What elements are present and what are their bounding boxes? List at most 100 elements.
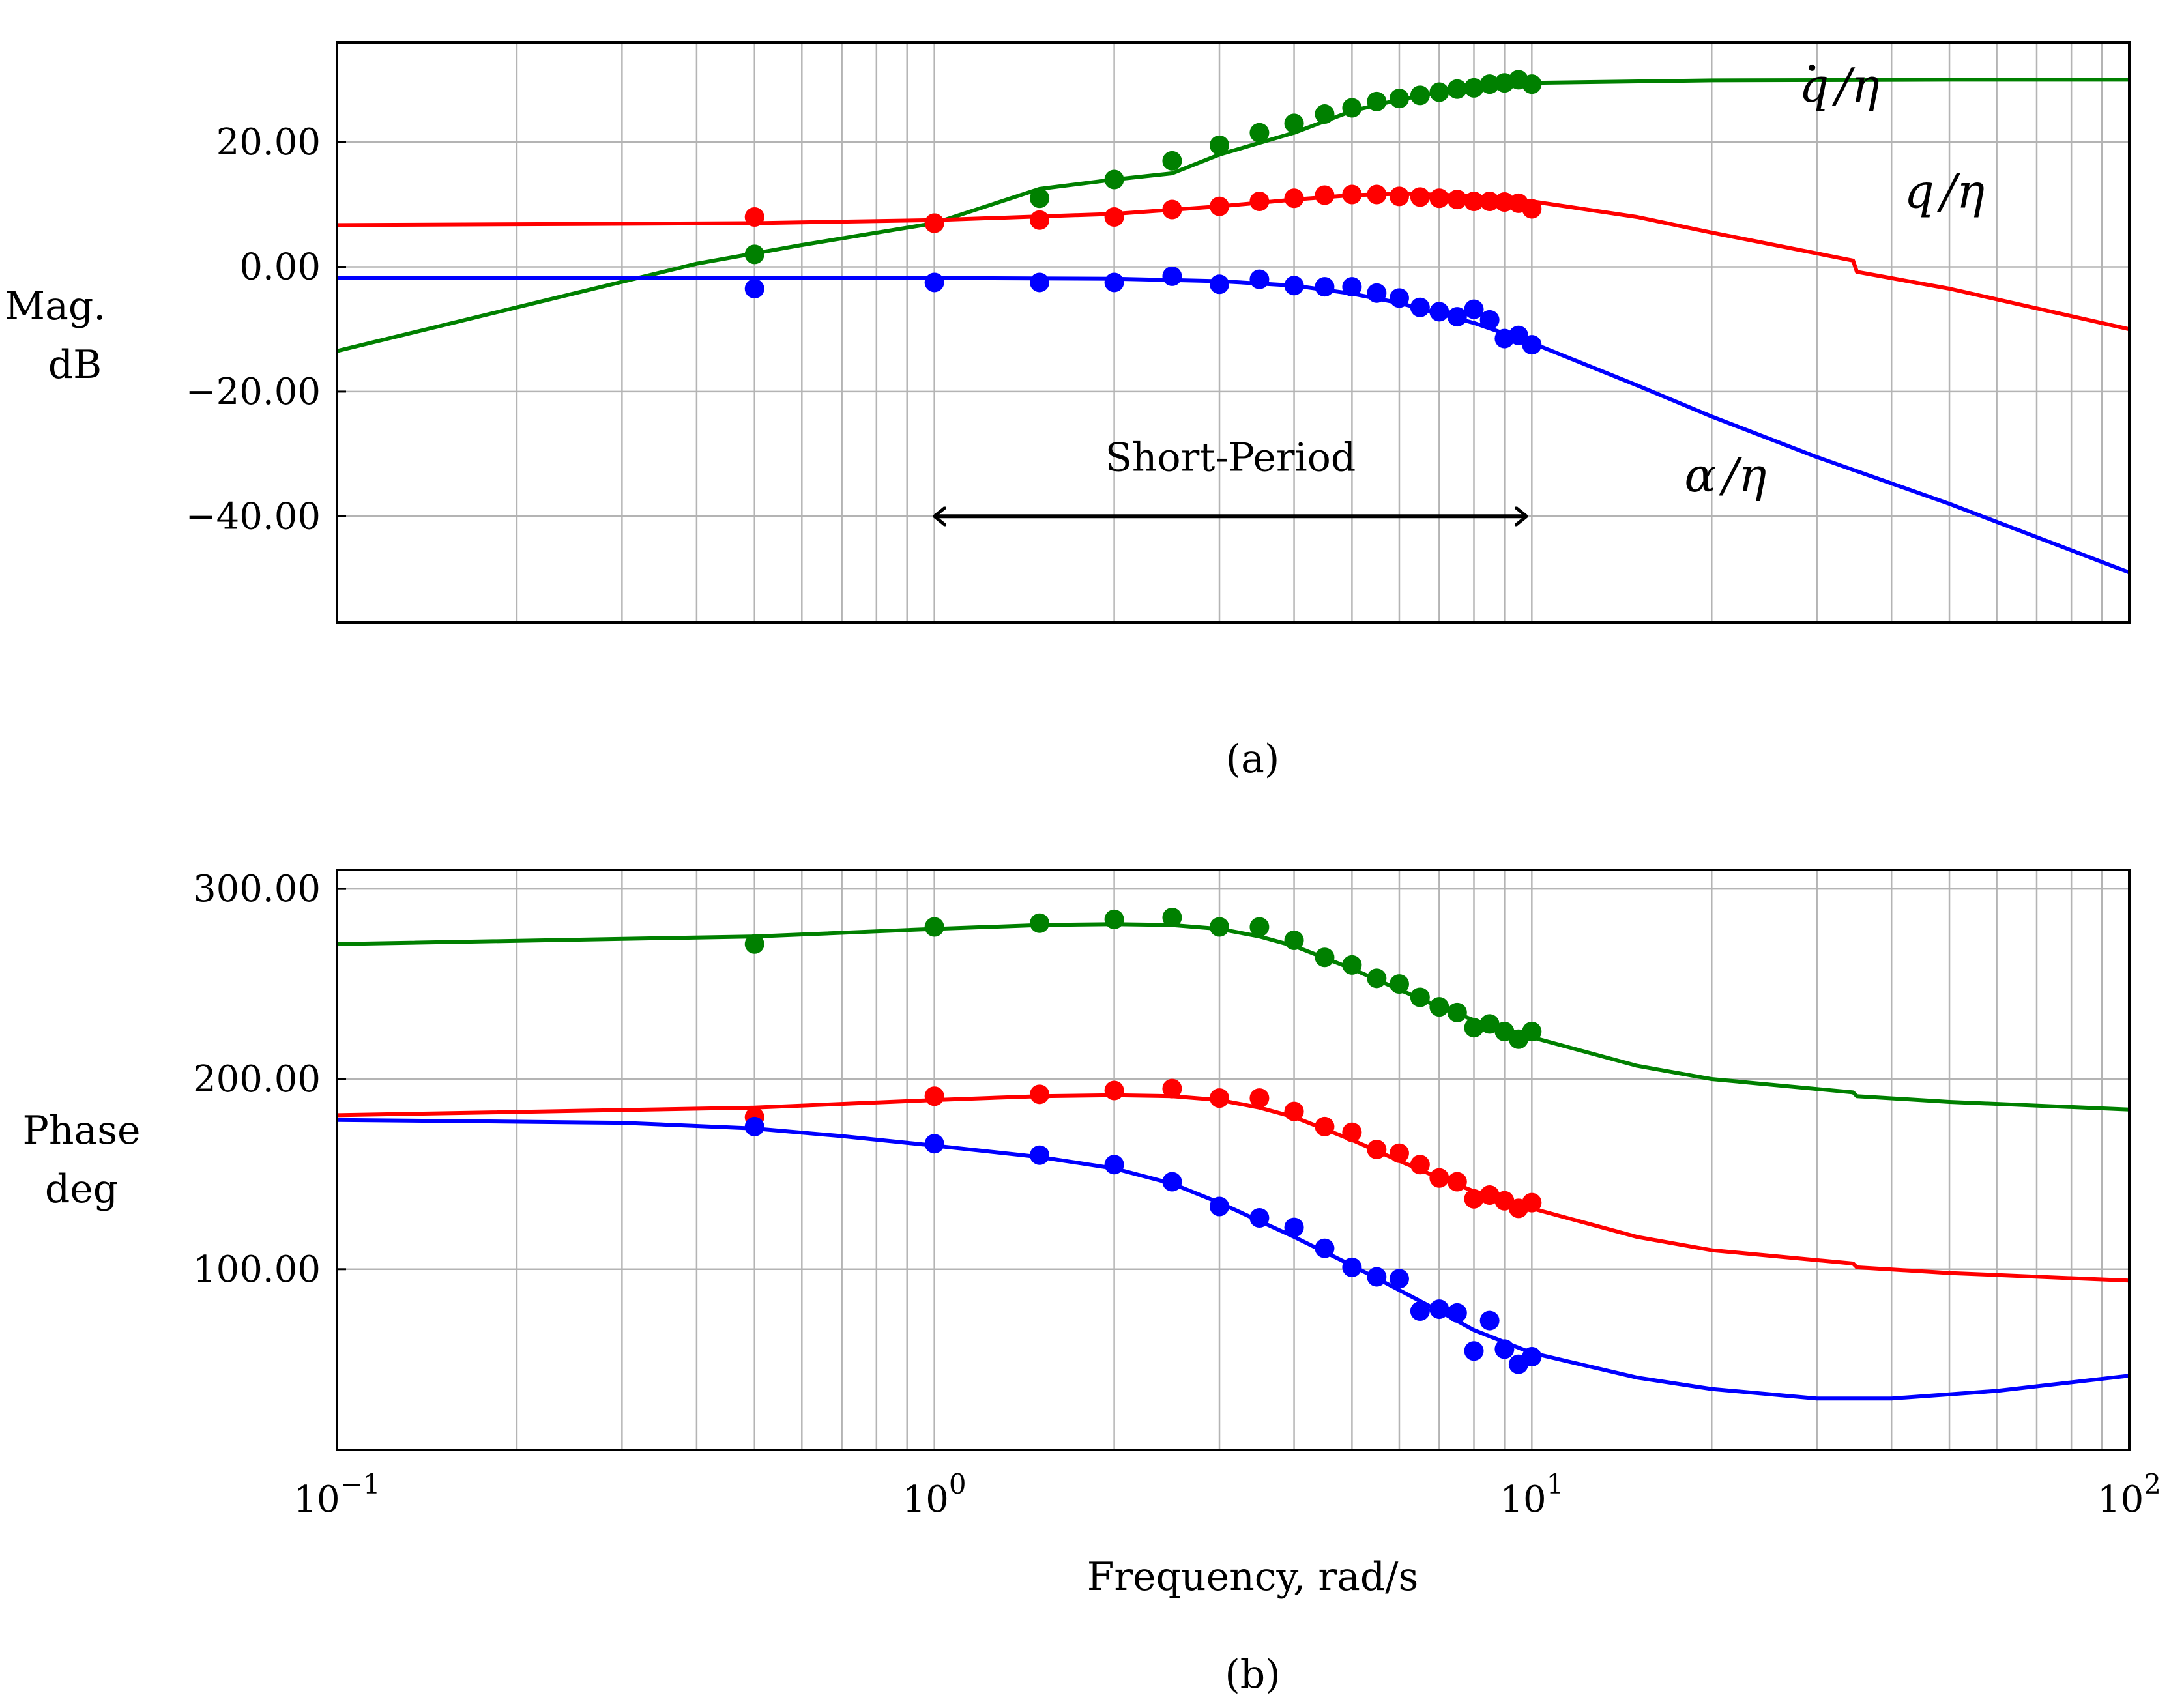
data-point [1210,1196,1230,1217]
data-point [1464,299,1484,319]
data-point [1479,74,1500,94]
data-point [924,213,944,233]
data-point [1367,1139,1387,1159]
magnitude-curve-labels: q/η q/η α/η [1684,58,1985,502]
data-point [1389,288,1409,308]
data-point [1494,192,1515,212]
data-point [1342,184,1362,205]
data-point [1389,89,1409,109]
data-point [744,207,764,227]
data-point [1367,91,1387,111]
series-line [336,78,2129,353]
data-point [1030,272,1050,293]
data-point [924,1134,944,1154]
data-point [1030,1084,1050,1105]
x-tick-label: 100 [903,1468,967,1521]
data-point [1210,274,1230,295]
data-point [1249,192,1270,212]
data-point [1162,151,1182,171]
data-point [1447,190,1467,210]
series-line [336,192,2130,332]
y-tick-label: 100.00 [193,1249,321,1291]
data-point [924,917,944,937]
data-point [1030,210,1050,230]
data-point [1447,1002,1467,1022]
data-point [1315,104,1335,124]
data-point [1464,1341,1484,1361]
data-point [1210,135,1230,155]
data-point [1104,272,1124,293]
data-point [1249,1208,1270,1228]
data-point [1162,1078,1182,1099]
data-point [1249,1088,1270,1108]
data-point [1210,917,1230,937]
magnitude-curves [336,78,2131,575]
data-point [1447,307,1467,327]
data-point [1522,1347,1542,1367]
magnitude-y-tick-labels: 20.00 0.00 −20.00 −40.00 [186,121,346,538]
data-point [1342,1122,1362,1142]
data-point [1210,196,1230,216]
data-point [1410,1301,1430,1321]
data-point [744,1116,764,1136]
magnitude-ylabel-line2: dB [48,342,102,388]
caption-a: (a) [1226,736,1280,782]
data-point [1479,1185,1500,1205]
x-tick-label: 101 [1500,1468,1564,1521]
data-point [744,934,764,954]
data-point [1249,269,1270,289]
data-point [1389,974,1409,994]
data-point [1104,169,1124,190]
phase-ylabel-line1: Phase [22,1108,140,1153]
data-point [1315,947,1335,968]
magnitude-ylabel-line1: Mag. [5,283,106,329]
data-point [1447,79,1467,99]
data-point [1030,913,1050,933]
data-point [1342,955,1362,975]
magnitude-plot-frame [336,41,2131,624]
y-tick-label: 200.00 [193,1058,321,1101]
phase-ylabel-line2: deg [45,1166,118,1212]
data-point [1410,987,1430,1007]
data-point [1410,297,1430,317]
data-point [1162,1172,1182,1192]
data-point [1410,85,1430,106]
data-point [1342,98,1362,118]
curve-label: q/η [1904,164,1985,219]
y-tick-label: 300.00 [193,868,321,910]
data-point [1522,1022,1542,1042]
data-point [744,279,764,299]
curve-label: α/η [1684,448,1766,502]
data-point [924,1086,944,1106]
data-point [1162,907,1182,927]
data-point [1464,1018,1484,1038]
phase-panel: 300.00 200.00 100.00 10−1 100 101 102 Phase d… [22,868,2161,1697]
data-point [1447,1303,1467,1323]
data-point [924,272,944,293]
data-point [1284,276,1304,296]
data-point [1479,310,1500,330]
data-point [1410,187,1430,207]
data-point [1479,1014,1500,1034]
data-point [1342,277,1362,297]
x-tick-label: 102 [2097,1468,2161,1521]
data-point [1162,199,1182,220]
data-point [1284,930,1304,950]
data-point [1522,335,1542,355]
data-point [1367,283,1387,303]
data-point [1367,968,1387,989]
data-point [1315,1238,1335,1258]
y-tick-label: 0.00 [239,246,321,289]
phase-points [744,907,1542,1374]
data-point [1030,188,1050,209]
magnitude-points [744,70,1542,355]
data-point [1464,78,1484,98]
y-tick-label: −40.00 [186,495,321,538]
data-point [1367,184,1387,205]
data-point [1315,1116,1335,1136]
data-point [1284,1217,1304,1237]
data-point [1429,82,1449,102]
y-tick-label: −20.00 [186,371,321,413]
data-point [1429,302,1449,322]
y-tick-label: 20.00 [216,121,321,164]
